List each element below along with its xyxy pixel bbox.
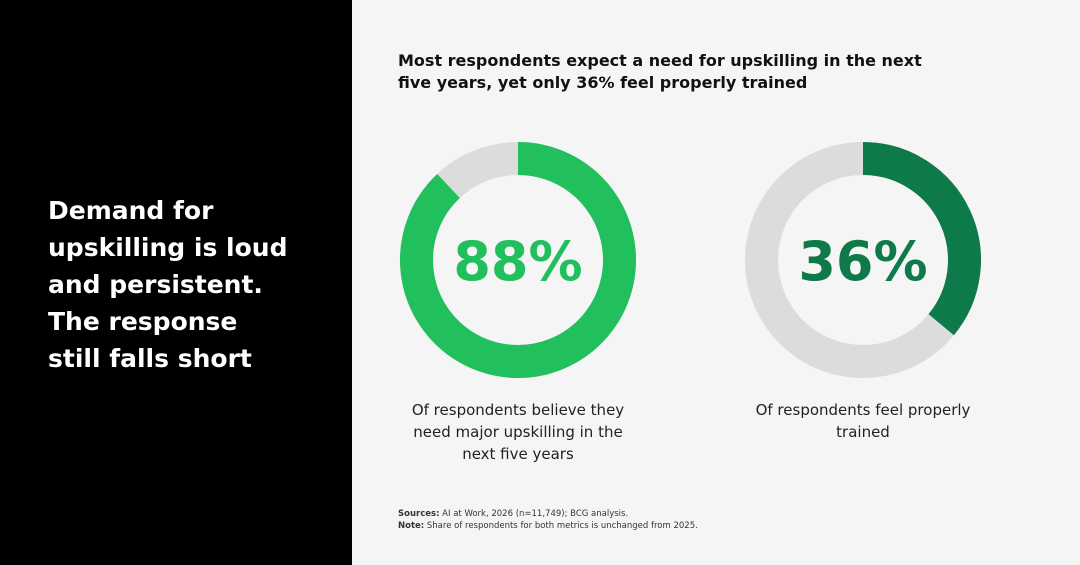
- note-label: Note:: [398, 521, 425, 531]
- headline: Demand for upskilling is loud and persis…: [48, 196, 288, 373]
- value-label: 88%: [453, 230, 582, 293]
- donut-arc: [400, 142, 636, 378]
- note-text: Share of respondents for both metrics is…: [426, 521, 698, 531]
- sources: Sources: AI at Work, 2026 (n=11,749); BC…: [398, 509, 628, 519]
- caption: Of respondents feel properly trained: [755, 401, 971, 441]
- chart-title: Most respondents expect a need for upski…: [398, 51, 922, 92]
- caption: Of respondents believe they need major u…: [411, 401, 625, 463]
- side-panel: Demand for upskilling is loud and persis…: [0, 0, 352, 565]
- note: Note: Share of respondents for both metr…: [398, 521, 698, 531]
- donut-arc: [862, 142, 981, 336]
- sources-text: AI at Work, 2026 (n=11,749); BCG analysi…: [442, 509, 629, 519]
- value-label: 36%: [798, 230, 927, 293]
- sources-label: Sources:: [398, 509, 440, 519]
